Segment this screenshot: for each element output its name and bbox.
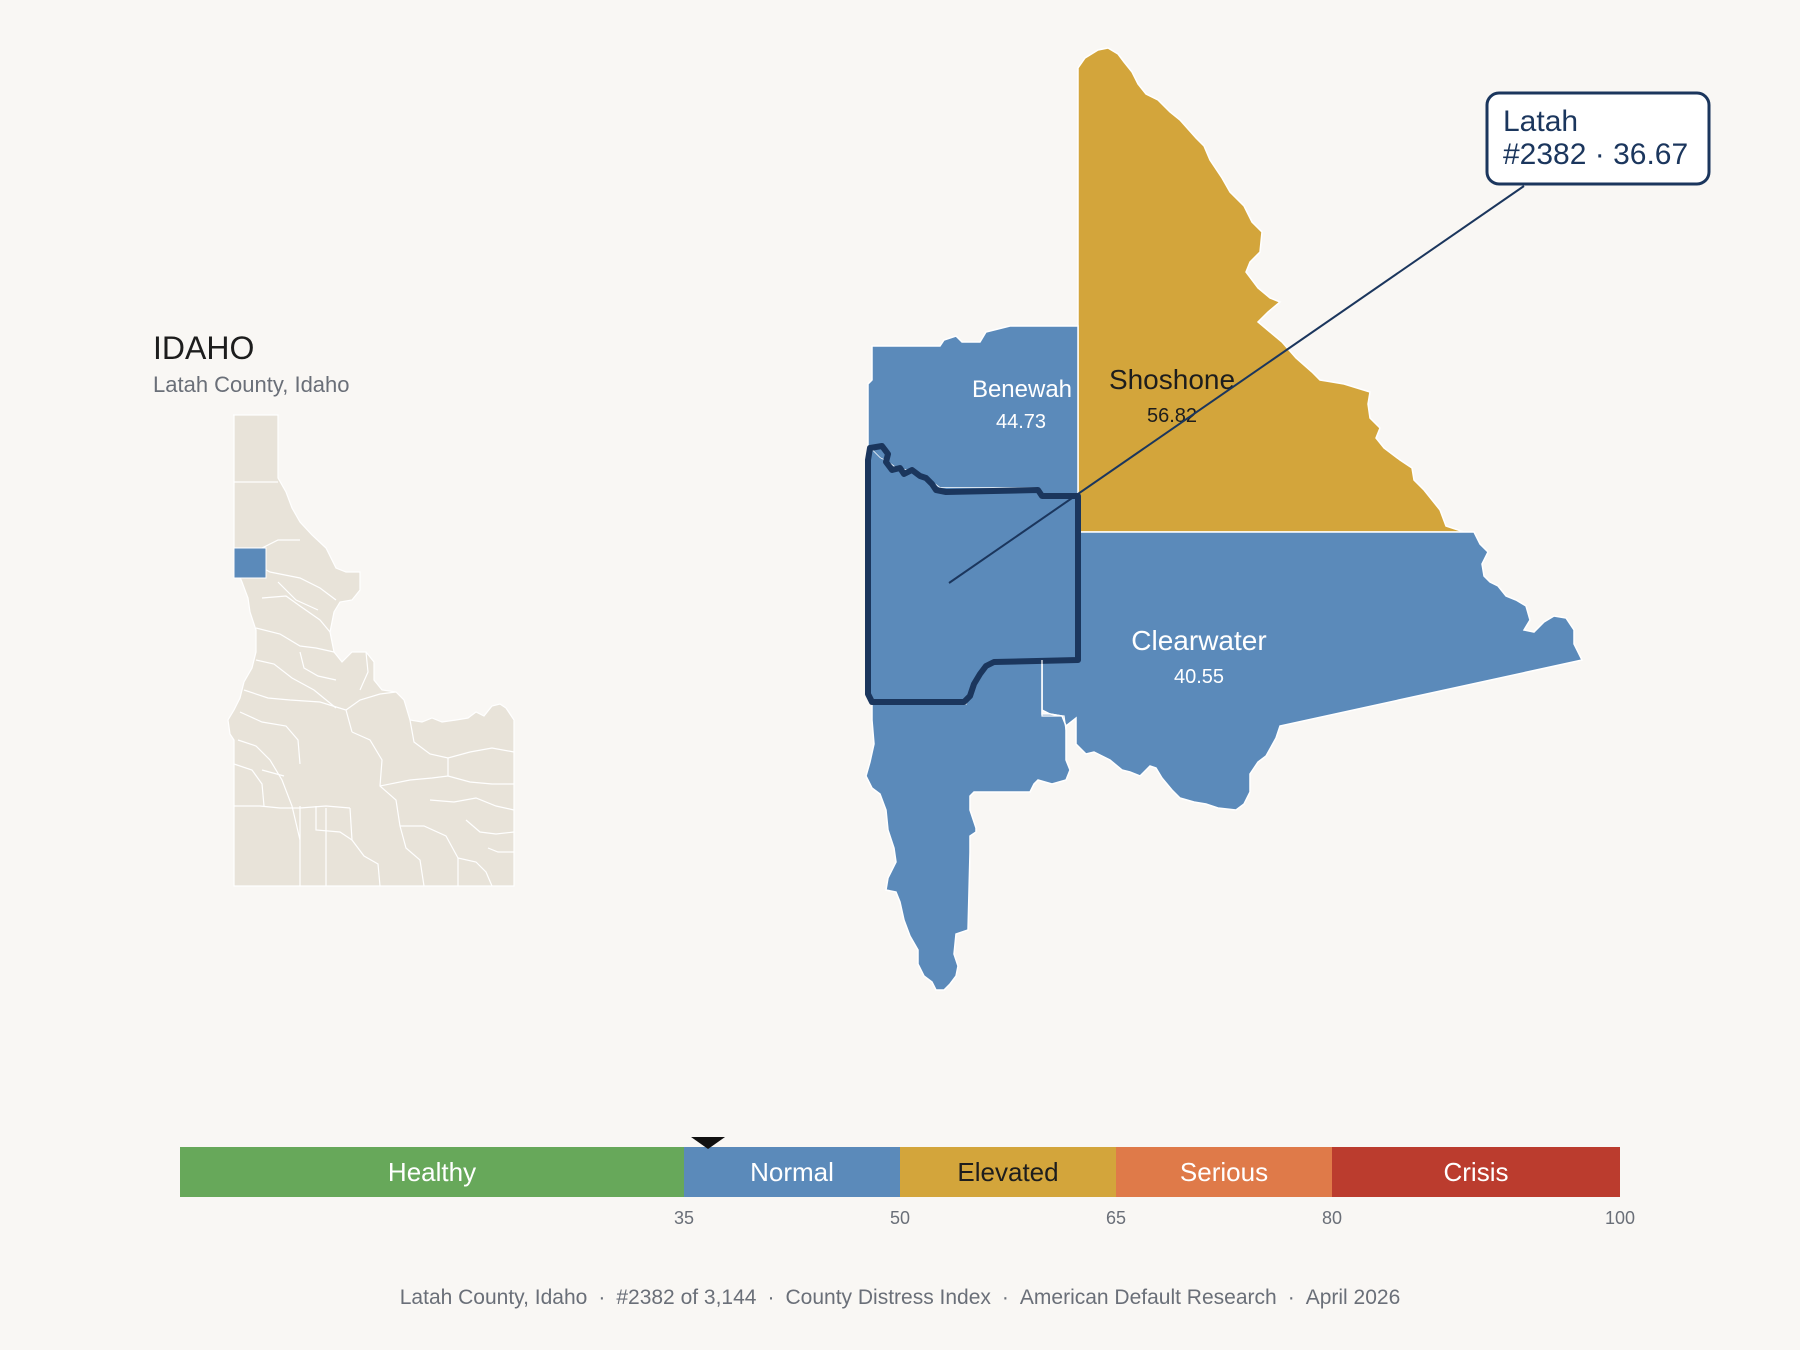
legend-tick-label: 65 [1106, 1208, 1126, 1228]
legend-marker [691, 1137, 726, 1149]
legend-label-serious: Serious [1180, 1157, 1268, 1187]
legend-segment-normal [684, 1147, 900, 1197]
legend-tick-label: 50 [890, 1208, 910, 1228]
county-clearwater [1041, 531, 1584, 811]
idaho-county-boundaries [233, 481, 515, 887]
idaho-inset-map [227, 414, 515, 887]
inset-state-title: IDAHO [153, 330, 255, 366]
county-boundary-detail [1041, 660, 1067, 731]
main-county-map [865, 47, 1584, 991]
legend-tick-label: 80 [1322, 1208, 1342, 1228]
county-shoshone [1077, 47, 1475, 535]
latah-callout: Latah #2382 · 36.67 [948, 91, 1711, 584]
callout-leader-line [948, 185, 1525, 584]
inset-latah-highlight [233, 547, 267, 579]
legend-label-elevated: Elevated [957, 1157, 1058, 1187]
latah-outline [865, 443, 1081, 705]
county-nez-perce [865, 659, 1071, 991]
footer-county: Latah County, Idaho [399, 1286, 588, 1309]
label-clearwater-name: Clearwater [1131, 625, 1266, 656]
legend-tick-label: 100 [1605, 1208, 1635, 1228]
footer-rank: #2382 of 3,144 [616, 1286, 757, 1309]
label-shoshone-name: Shoshone [1109, 364, 1235, 395]
legend-segment-elevated [900, 1147, 1116, 1197]
county-labels: Benewah 44.73 Shoshone 56.82 Clearwater … [972, 364, 1267, 688]
callout-rank-value: #2382 · 36.67 [1503, 138, 1688, 171]
legend-segment-serious [1116, 1147, 1332, 1197]
inset-subtitle: Latah County, Idaho [153, 372, 350, 397]
county-latah [868, 448, 1078, 704]
legend-segment-healthy [180, 1147, 684, 1197]
footer: Latah County, Idaho · #2382 of 3,144 · Count… [0, 1286, 1800, 1310]
legend-tick-label: 35 [674, 1208, 694, 1228]
legend-label-crisis: Crisis [1444, 1157, 1509, 1187]
label-benewah-name: Benewah [972, 376, 1072, 403]
footer-separator: · [598, 1286, 606, 1309]
label-benewah-value: 44.73 [996, 411, 1046, 433]
legend-label-healthy: Healthy [388, 1157, 476, 1187]
footer-source: American Default Research [1019, 1286, 1277, 1309]
callout-box [1485, 91, 1711, 186]
distress-legend: Healthy Normal Elevated Serious Crisis 35 50 65… [180, 1137, 1635, 1228]
idaho-state-shape [227, 414, 515, 887]
legend-label-normal: Normal [750, 1157, 834, 1187]
footer-date: April 2026 [1305, 1286, 1401, 1309]
footer-separator: · [767, 1286, 775, 1309]
footer-index: County Distress Index [785, 1286, 991, 1309]
footer-separator: · [1287, 1286, 1295, 1309]
callout-county-name: Latah [1503, 105, 1578, 138]
label-clearwater-value: 40.55 [1174, 666, 1224, 688]
footer-separator: · [1001, 1286, 1009, 1309]
legend-segment-crisis [1332, 1147, 1620, 1197]
